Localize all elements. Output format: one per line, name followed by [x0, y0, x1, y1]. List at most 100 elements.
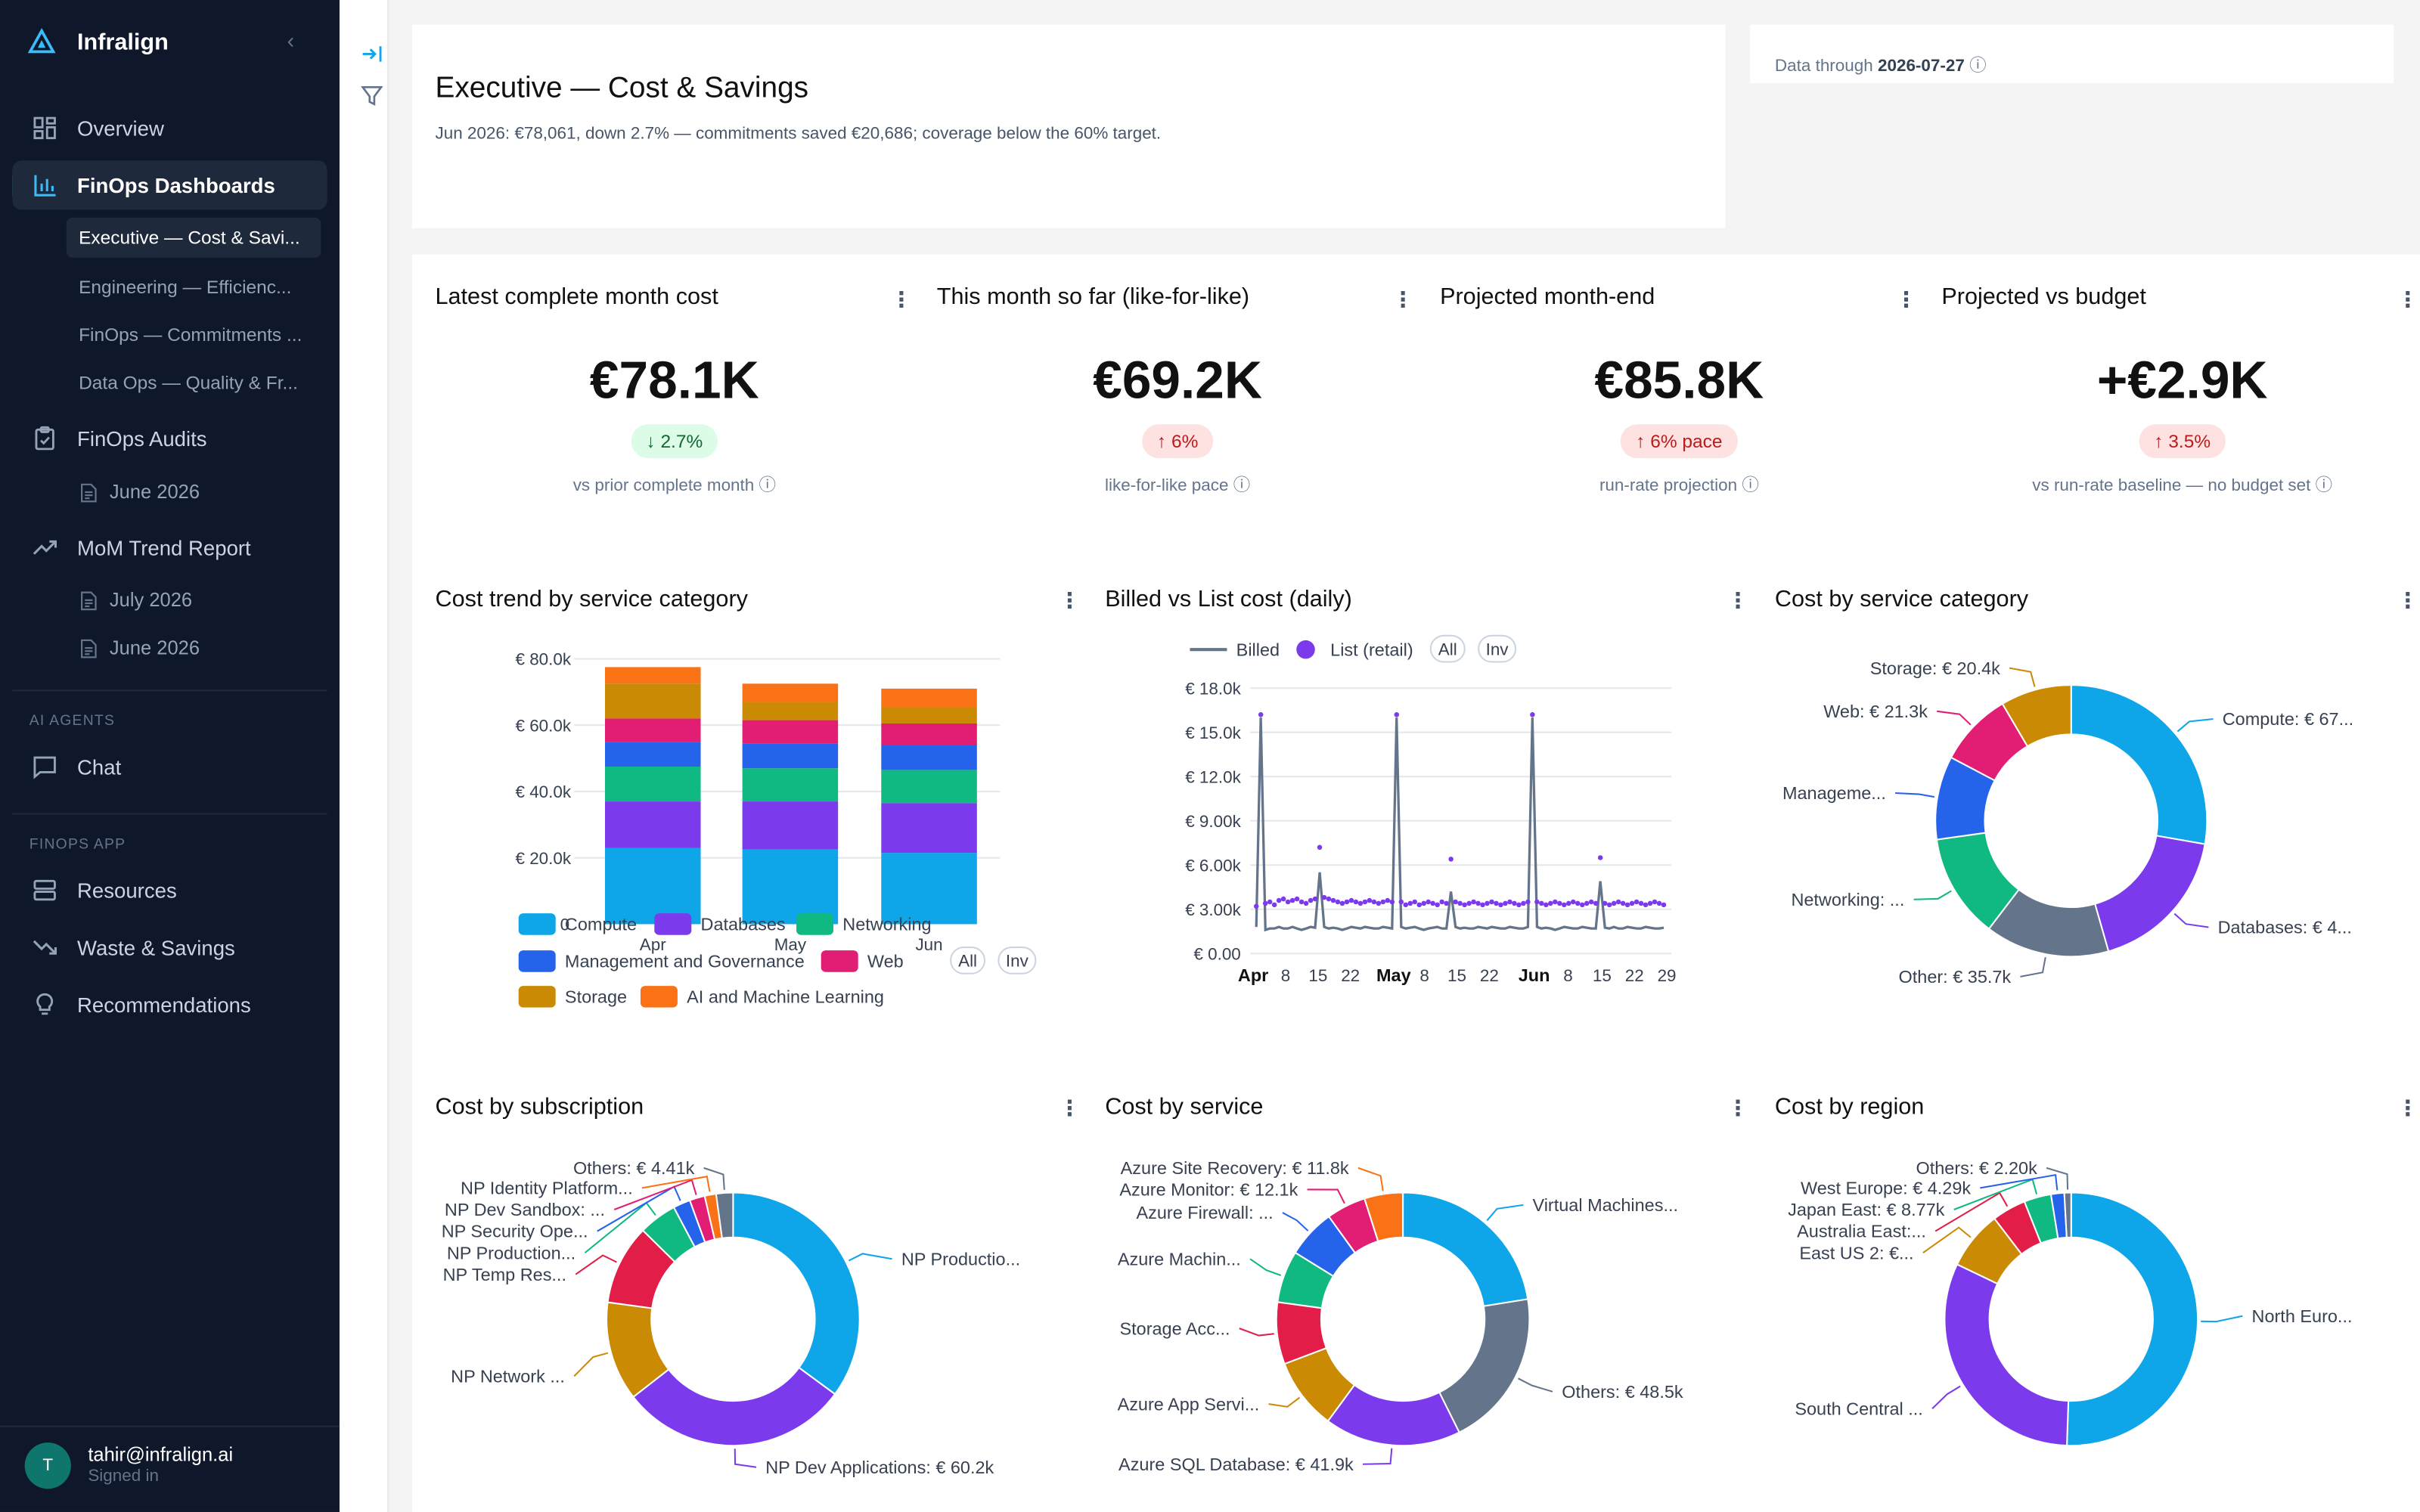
sidebar-dashboard-executive[interactable]: Executive — Cost & Savi... [66, 217, 321, 258]
more-menu-icon[interactable]: ⋮ [890, 287, 913, 312]
list-point [1435, 902, 1440, 908]
sidebar-report-june-2026[interactable]: June 2026 [80, 631, 200, 665]
list-point [1289, 897, 1295, 903]
list-point [1575, 900, 1581, 906]
kpi-delta-badge: ↓ 2.7% [630, 424, 718, 459]
sidebar-audit-june-2026[interactable]: June 2026 [80, 476, 200, 510]
list-point [1480, 902, 1485, 908]
donut-label: Networking: ... [1791, 890, 1904, 909]
list-point [1521, 900, 1526, 906]
section-label-ai-agents: AI AGENTS [29, 712, 116, 730]
donut-leader [1282, 1212, 1309, 1232]
list-point [1394, 712, 1400, 717]
list-point [1584, 900, 1590, 906]
list-point [1285, 899, 1291, 905]
list-point [1298, 899, 1305, 905]
expand-panel-icon[interactable] [361, 43, 383, 73]
section-label-finops-app: FINOPS APP [29, 836, 126, 854]
donut-leader [1239, 1328, 1274, 1337]
legend-invert-button[interactable] [1478, 634, 1517, 663]
sidebar-item-recommendations[interactable]: Recommendations [12, 980, 327, 1029]
more-menu-icon[interactable]: ⋮ [2397, 287, 2418, 312]
more-menu-icon[interactable]: ⋮ [1727, 587, 1749, 613]
donut-slice [2001, 684, 2072, 748]
more-menu-icon[interactable]: ⋮ [1058, 1095, 1081, 1120]
donut-leader [575, 1254, 617, 1275]
sidebar-item-waste-savings[interactable]: Waste & Savings [12, 922, 327, 971]
x-tick-label: 8 [1563, 966, 1572, 985]
sidebar-item-resources[interactable]: Resources [12, 866, 327, 915]
bar-segment-storage [742, 702, 839, 720]
filter-icon[interactable] [360, 85, 383, 114]
legend-label: Databases [701, 915, 786, 934]
list-point [1516, 902, 1522, 908]
list-point [1294, 896, 1300, 902]
list-point [1548, 900, 1553, 906]
sidebar-item-finops-audits[interactable]: FinOps Audits [12, 414, 327, 463]
brand-name: Infralign [77, 28, 169, 55]
kpi-value: €69.2K [1093, 352, 1262, 411]
sidebar-item-overview[interactable]: Overview [12, 104, 327, 153]
sidebar-dashboard-dataops[interactable]: Data Ops — Quality & Fr... [67, 363, 321, 403]
donut-label: Others: € 48.5k [1562, 1382, 1683, 1402]
more-menu-icon[interactable]: ⋮ [1727, 1095, 1749, 1120]
donut-leader [703, 1167, 725, 1190]
document-icon [80, 638, 97, 658]
user-profile[interactable]: T tahir@infralign.ai Signed in [0, 1425, 340, 1512]
list-point [1606, 902, 1612, 908]
kpi-delta-badge: ↑ 6% pace [1620, 424, 1738, 459]
bar-segment-web [881, 723, 977, 745]
donut-leader [1307, 1188, 1345, 1204]
sidebar-item-label: Resources [77, 878, 177, 902]
donut-label: Azure Site Recovery: € 11.8k [1121, 1158, 1349, 1178]
kpi-value: +€2.9K [2096, 352, 2268, 411]
list-point [1593, 900, 1599, 906]
donut-label: Azure Machin... [1118, 1249, 1241, 1269]
donut-leader [2020, 957, 2046, 978]
sidebar-item-chat[interactable]: Chat [12, 742, 327, 792]
sidebar-report-july-2026[interactable]: July 2026 [80, 583, 192, 617]
data-through-card [1750, 24, 2394, 84]
more-menu-icon[interactable]: ⋮ [1058, 587, 1081, 613]
brand[interactable]: Infralign [27, 25, 169, 59]
legend-all-label: All [958, 952, 977, 971]
more-menu-icon[interactable]: ⋮ [2397, 587, 2418, 613]
user-status: Signed in [88, 1467, 159, 1486]
divider [12, 813, 327, 815]
list-point [1507, 899, 1512, 905]
donut-label: NP Productio... [901, 1249, 1020, 1269]
bar-segment-networking [604, 767, 701, 802]
kpi-title: Projected vs budget [1941, 284, 2146, 311]
info-icon[interactable]: ⓘ [1969, 57, 1987, 76]
donut-label: Other: € 35.7k [1899, 967, 2012, 987]
x-tick-label: 15 [1593, 966, 1612, 985]
donut-label: Azure App Servi... [1118, 1394, 1260, 1414]
donut-label: NP Dev Applications: € 60.2k [765, 1458, 994, 1477]
legend-all-button[interactable] [1429, 634, 1466, 663]
sidebar-dashboard-finops[interactable]: FinOps — Commitments ... [67, 314, 321, 355]
sidebar-dashboard-engineering[interactable]: Engineering — Efficienc... [67, 267, 321, 307]
donut-slice [732, 1191, 861, 1396]
more-menu-icon[interactable]: ⋮ [2397, 1095, 2418, 1120]
collapse-sidebar-icon[interactable]: ‹ [287, 27, 295, 53]
donut-label: South Central ... [1795, 1399, 1922, 1418]
list-point [1462, 902, 1467, 908]
sidebar-item-mom-trend-report[interactable]: MoM Trend Report [12, 523, 327, 572]
list-point [1312, 896, 1318, 902]
list-point [1503, 900, 1508, 906]
legend-invert-button[interactable] [997, 947, 1037, 974]
list-point [1557, 900, 1562, 906]
more-menu-icon[interactable]: ⋮ [1895, 287, 1917, 312]
sidebar: Infralign ‹ Overview FinOps Dashboards E… [0, 0, 340, 1512]
donut-leader [1268, 1396, 1301, 1408]
bar-segment-ai-and-machine-learning [881, 688, 977, 708]
more-menu-icon[interactable]: ⋮ [1392, 287, 1414, 312]
sidebar-item-finops-dashboards[interactable]: FinOps Dashboards [12, 160, 327, 210]
legend-swatch [518, 913, 556, 935]
donut-slice [2066, 1191, 2199, 1447]
sidebar-item-label: MoM Trend Report [77, 536, 251, 559]
bar-segment-web [742, 720, 839, 744]
donut-label: NP Identity Platform... [461, 1179, 633, 1198]
donut-label: Manageme... [1782, 783, 1886, 803]
legend-all-button[interactable] [950, 947, 986, 974]
